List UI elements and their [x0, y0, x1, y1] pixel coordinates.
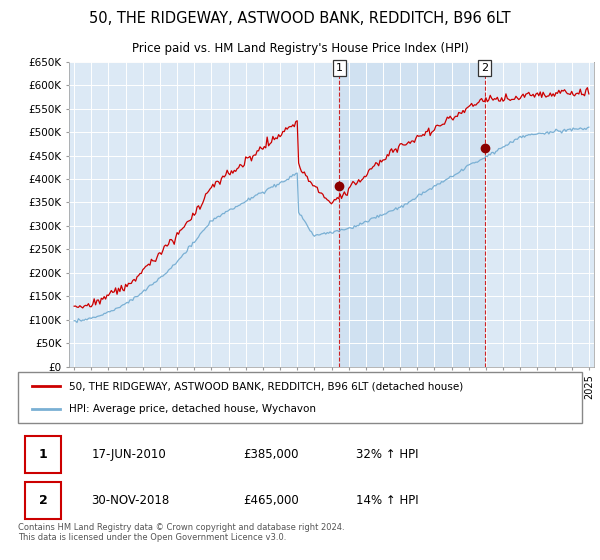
- Bar: [25, 482, 61, 519]
- Text: Contains HM Land Registry data © Crown copyright and database right 2024.
This d: Contains HM Land Registry data © Crown c…: [18, 523, 344, 542]
- Bar: [340, 62, 485, 367]
- Text: Price paid vs. HM Land Registry's House Price Index (HPI): Price paid vs. HM Land Registry's House …: [131, 42, 469, 55]
- Text: 17-JUN-2010: 17-JUN-2010: [91, 448, 166, 461]
- Text: 2: 2: [481, 63, 488, 73]
- Text: HPI: Average price, detached house, Wychavon: HPI: Average price, detached house, Wych…: [69, 404, 316, 414]
- Text: 50, THE RIDGEWAY, ASTWOOD BANK, REDDITCH, B96 6LT (detached house): 50, THE RIDGEWAY, ASTWOOD BANK, REDDITCH…: [69, 381, 463, 391]
- Text: 32% ↑ HPI: 32% ↑ HPI: [356, 448, 419, 461]
- Text: 14% ↑ HPI: 14% ↑ HPI: [356, 494, 419, 507]
- Text: £465,000: £465,000: [244, 494, 299, 507]
- Text: 2: 2: [39, 494, 48, 507]
- Bar: [25, 436, 61, 473]
- Text: 1: 1: [336, 63, 343, 73]
- Text: £385,000: £385,000: [244, 448, 299, 461]
- Text: 50, THE RIDGEWAY, ASTWOOD BANK, REDDITCH, B96 6LT: 50, THE RIDGEWAY, ASTWOOD BANK, REDDITCH…: [89, 11, 511, 26]
- Text: 1: 1: [39, 448, 48, 461]
- Text: 30-NOV-2018: 30-NOV-2018: [91, 494, 170, 507]
